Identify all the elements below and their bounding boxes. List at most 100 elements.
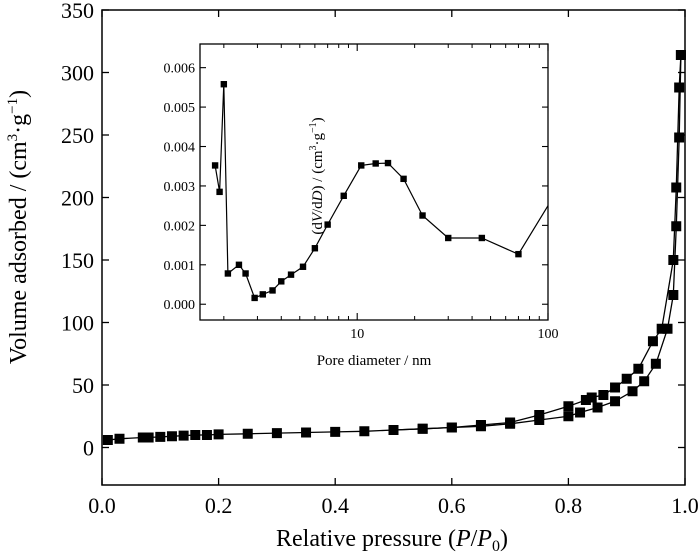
main-x-axis-label: Relative pressure (P/P0) — [276, 526, 508, 555]
inset-plot-frame — [199, 43, 549, 321]
inset-plot-series — [211, 81, 549, 302]
main-data-point — [534, 410, 545, 420]
main-data-point — [647, 336, 658, 347]
main-data-point — [475, 420, 486, 430]
main-data-point — [114, 433, 125, 444]
main-y-tick-labels: 0 50 100 150 200 250 300 350 — [61, 0, 94, 461]
main-y-tick-label: 0 — [83, 436, 94, 461]
main-data-point — [178, 430, 189, 441]
main-plot-series — [102, 50, 686, 445]
main-data-point — [575, 407, 586, 418]
inset-y-tick-label: 0.000 — [164, 298, 196, 313]
main-data-point — [668, 290, 679, 300]
main-data-point — [656, 323, 667, 334]
main-data-point — [674, 82, 685, 93]
inset-data-point — [224, 270, 232, 277]
main-data-point — [155, 431, 166, 442]
main-data-point — [563, 411, 574, 422]
main-data-point — [137, 432, 148, 443]
inset-x-tick-label: 10 — [350, 327, 364, 342]
main-data-point — [388, 425, 399, 435]
inset-data-point — [269, 287, 276, 294]
inset-axis-ticks — [200, 44, 549, 320]
main-data-point — [271, 428, 282, 439]
main-plot: 0.0 0.2 0.4 0.6 0.8 1.0 0 50 100 150 200 250 300 350… — [5, 0, 699, 555]
inset-data-point — [242, 270, 249, 277]
inset-data-point — [324, 221, 331, 228]
inset-y-tick-label: 0.002 — [164, 219, 196, 234]
main-data-point — [650, 358, 661, 369]
inset-y-tick-labels: 0.000 0.001 0.002 0.003 0.004 0.005 0.006 — [164, 62, 196, 314]
inset-data-point — [515, 250, 522, 258]
main-data-point — [668, 255, 679, 265]
main-data-point — [592, 402, 603, 413]
main-data-point — [301, 427, 312, 438]
inset-y-axis-label: (dV/dD) / (cm3·g−1) — [308, 117, 326, 234]
main-data-point — [102, 435, 113, 445]
main-data-point — [417, 423, 428, 434]
main-data-point — [671, 221, 682, 232]
inset-data-point — [287, 271, 295, 278]
inset-plot: 10 100 0.0000.0010.0020.0030.0040.0050.00… — [164, 43, 559, 369]
main-x-tick-label: 0.2 — [205, 493, 233, 518]
inset-y-tick-label: 0.004 — [164, 141, 196, 156]
inset-y-tick-label: 0.001 — [164, 259, 196, 274]
inset-data-point — [211, 162, 219, 169]
inset-data-point — [235, 261, 243, 268]
inset-data-point — [445, 234, 452, 242]
main-data-point — [505, 417, 516, 428]
inset-data-point — [372, 160, 379, 167]
main-plot-frame — [101, 9, 686, 486]
inset-data-point — [478, 234, 486, 242]
inset-data-point — [311, 245, 319, 252]
main-data-point — [563, 401, 574, 412]
main-y-axis-label: Volume adsorbed / (cm3·g−1) — [5, 90, 32, 364]
main-data-point — [627, 386, 638, 397]
main-data-point — [190, 430, 201, 440]
main-y-tick-label: 350 — [61, 0, 94, 23]
main-data-point — [446, 422, 457, 433]
main-data-point — [580, 395, 591, 405]
main-data-point — [662, 323, 673, 334]
main-y-tick-label: 50 — [72, 373, 94, 398]
main-data-point — [586, 392, 597, 403]
main-x-tick-label: 0.4 — [321, 493, 349, 518]
inset-data-point — [340, 192, 347, 199]
main-data-point — [610, 396, 621, 407]
main-data-point — [166, 431, 177, 442]
main-data-point — [633, 363, 644, 374]
main-data-point — [242, 428, 253, 439]
main-data-point — [330, 426, 341, 437]
main-data-point — [610, 382, 621, 393]
inset-background — [200, 44, 548, 320]
main-data-point — [671, 182, 682, 193]
inset-data-point — [299, 263, 307, 270]
main-data-point — [201, 430, 212, 440]
inset-data-point — [419, 212, 426, 219]
inset-data-point — [358, 162, 365, 169]
main-data-point — [359, 426, 370, 437]
main-data-point — [213, 429, 224, 440]
inset-y-tick-label: 0.005 — [164, 101, 196, 116]
main-data-point — [598, 390, 609, 400]
inset-x-tick-label: 100 — [538, 327, 559, 342]
inset-data-point — [216, 188, 223, 196]
main-y-tick-label: 100 — [61, 311, 94, 336]
main-x-tick-label: 0.0 — [88, 493, 116, 518]
inset-data-point — [384, 159, 392, 167]
inset-y-tick-label: 0.006 — [164, 62, 196, 77]
inset-data-point — [278, 278, 285, 285]
main-data-point — [675, 50, 686, 60]
inset-data-point — [251, 294, 258, 302]
main-y-tick-label: 250 — [61, 123, 94, 148]
main-y-tick-label: 200 — [61, 186, 94, 211]
inset-data-point — [259, 291, 266, 298]
main-x-tick-label: 1.0 — [671, 493, 699, 518]
inset-x-tick-labels: 10 100 — [350, 327, 558, 342]
inset-y-tick-label: 0.003 — [164, 180, 196, 195]
main-x-tick-label: 0.6 — [438, 493, 466, 518]
inset-data-point — [220, 81, 228, 88]
main-data-point — [674, 132, 685, 143]
main-y-tick-label: 300 — [61, 61, 94, 86]
